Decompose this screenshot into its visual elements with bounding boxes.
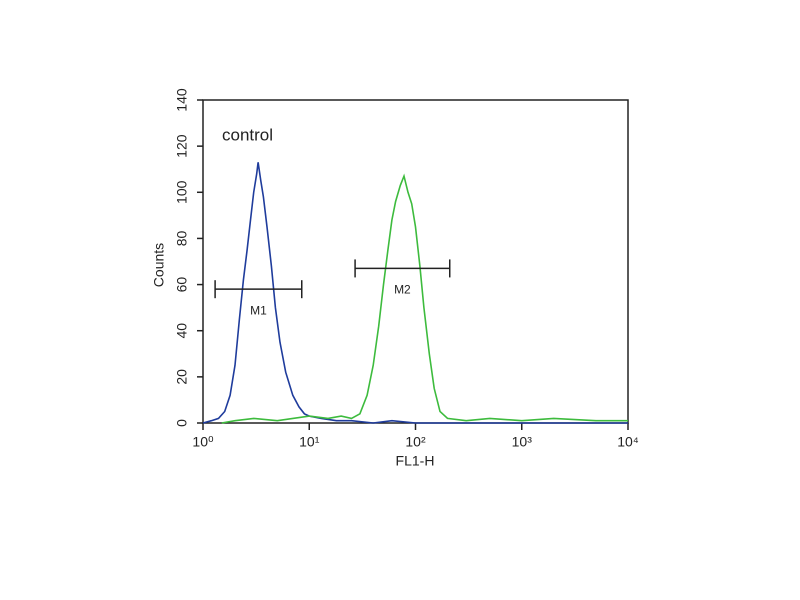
x-tick-label: 10⁰ [192, 434, 214, 450]
y-tick-label: 60 [174, 277, 190, 293]
histogram-line [221, 173, 628, 424]
y-tick-label: 140 [174, 88, 190, 112]
y-tick-label: 100 [174, 180, 190, 204]
y-axis-label: Counts [151, 243, 167, 287]
y-tick-label: 20 [174, 369, 190, 385]
x-axis-label: FL1-H [396, 453, 435, 469]
y-tick-label: 80 [174, 230, 190, 246]
gate-label: M2 [394, 283, 411, 297]
gate-label: M1 [250, 303, 267, 317]
y-tick-label: 120 [174, 134, 190, 158]
x-tick-label: 10³ [512, 434, 533, 450]
y-tick-label: 0 [174, 419, 190, 427]
y-tick-label: 40 [174, 323, 190, 339]
plot-frame [202, 99, 629, 424]
histogram-line [202, 162, 628, 424]
annotation: control [222, 125, 273, 144]
x-tick-label: 10² [405, 434, 426, 450]
x-tick-label: 10¹ [299, 434, 320, 450]
x-tick-label: 10⁴ [617, 434, 639, 450]
